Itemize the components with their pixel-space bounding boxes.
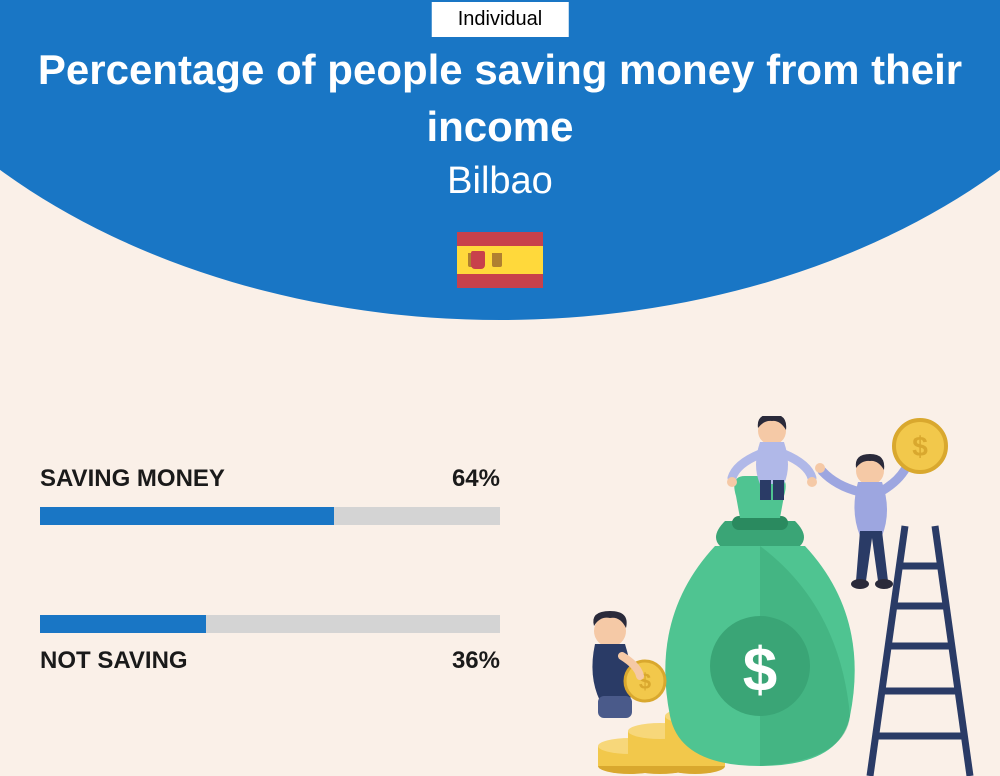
category-tab: Individual: [432, 2, 569, 37]
bar-track: [40, 615, 500, 633]
bar-label: SAVING MONEY: [40, 465, 225, 493]
svg-text:$: $: [912, 431, 928, 462]
bar-label: NOT SAVING: [40, 647, 188, 675]
bar-value: 64%: [452, 465, 500, 493]
person-sitting-icon: $: [592, 611, 665, 718]
page-subtitle: Bilbao: [0, 160, 1000, 203]
money-illustration: $ $: [560, 416, 990, 776]
bar-fill: [40, 507, 334, 525]
bar-saving: SAVING MONEY 64%: [40, 465, 500, 525]
bar-not-saving: NOT SAVING 36%: [40, 615, 500, 675]
bars-section: SAVING MONEY 64% NOT SAVING 36%: [40, 465, 500, 765]
flag-icon: [457, 232, 543, 288]
svg-text:$: $: [743, 636, 777, 705]
page-title: Percentage of people saving money from t…: [0, 42, 1000, 155]
bar-value: 36%: [452, 647, 500, 675]
bar-track: [40, 507, 500, 525]
bar-fill: [40, 615, 206, 633]
money-bag-icon: $: [665, 476, 854, 766]
